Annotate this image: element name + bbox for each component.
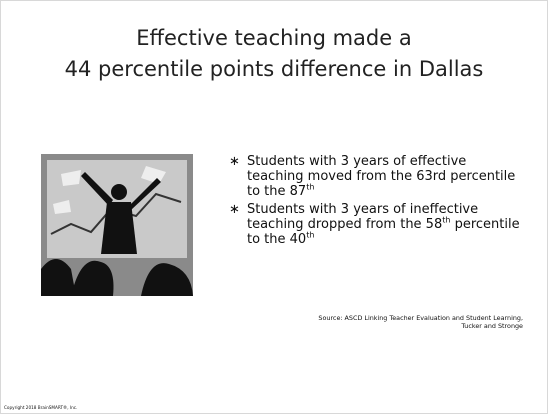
bullet-text: Students with 3 years of ineffective tea… — [247, 202, 479, 232]
bullet: Students with 3 years of effective teach… — [229, 154, 525, 199]
art-paper — [53, 200, 71, 214]
art-silhouette — [141, 263, 193, 296]
art-arms — [81, 172, 161, 210]
bullet-text: Students with 3 years of effective teach… — [247, 154, 516, 199]
title: Effective teaching made a 44 percentile … — [1, 23, 547, 85]
superscript: th — [442, 215, 451, 225]
title-line: 44 percentile points difference in Dalla… — [64, 57, 484, 81]
art-paper — [141, 166, 166, 184]
superscript: th — [306, 230, 315, 240]
art-body — [101, 202, 137, 254]
bullet-list: Students with 3 years of effective teach… — [229, 154, 525, 250]
source-line: Tucker and Stronge — [461, 322, 523, 330]
art-paper — [61, 170, 81, 186]
clip-art — [41, 154, 193, 296]
bullet: Students with 3 years of ineffective tea… — [229, 202, 525, 247]
bullet-text: percentile to the 40 — [247, 217, 520, 247]
title-line: Effective teaching made a — [136, 26, 412, 50]
art-silhouette — [41, 259, 76, 296]
copyright: Copyright 2018 BrainSMART®, Inc. — [4, 405, 78, 410]
source: Source: ASCD Linking Teacher Evaluation … — [318, 314, 523, 330]
source-line: Source: ASCD Linking Teacher Evaluation … — [318, 314, 523, 322]
art-head — [111, 184, 127, 200]
art-silhouette — [71, 260, 114, 296]
superscript: th — [306, 182, 315, 192]
